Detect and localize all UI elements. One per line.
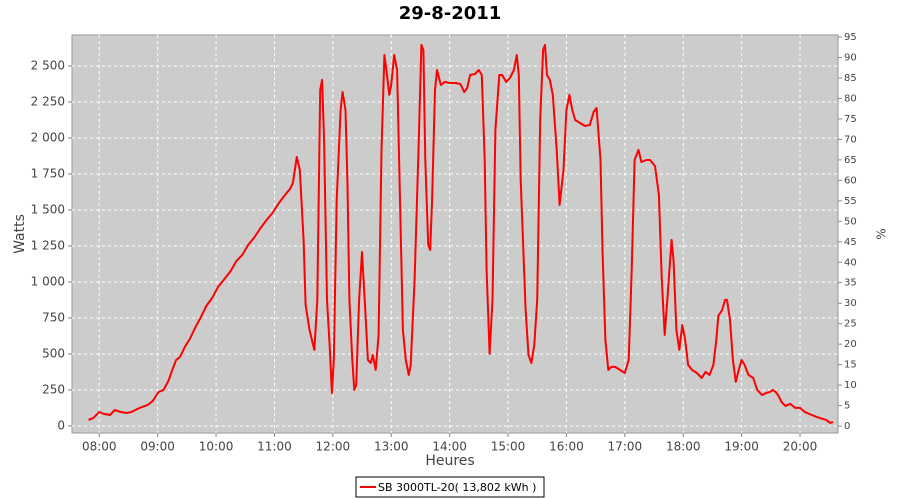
chart-title: 29-8-2011 bbox=[399, 3, 502, 24]
data-line bbox=[88, 43, 834, 424]
y-tick-label: 0 bbox=[57, 418, 65, 432]
y-tick-label: 1 500 bbox=[31, 202, 65, 216]
y-tick-label: 1 000 bbox=[31, 274, 65, 288]
y2-tick-label: 25 bbox=[844, 319, 857, 330]
y2-tick-label: 70 bbox=[844, 134, 857, 145]
y2-tick-label: 55 bbox=[844, 196, 857, 207]
y2-tick-label: 10 bbox=[844, 380, 857, 391]
y2-tick-label: 30 bbox=[844, 298, 857, 309]
y2-tick-label: 75 bbox=[844, 114, 857, 125]
x-tick-label: 11:00 bbox=[257, 440, 292, 454]
y2-tick-label: 35 bbox=[844, 278, 857, 289]
y-tick-label: 2 000 bbox=[31, 130, 65, 144]
x-tick-label: 16:00 bbox=[549, 440, 584, 454]
y-tick-label: 750 bbox=[42, 310, 65, 324]
x-tick-label: 14:00 bbox=[432, 440, 467, 454]
y2-tick-label: 90 bbox=[844, 53, 857, 64]
x-tick-label: 10:00 bbox=[199, 440, 234, 454]
x-tick-label: 15:00 bbox=[491, 440, 526, 454]
x-tick-label: 19:00 bbox=[724, 440, 759, 454]
y-axis-label: Watts bbox=[12, 214, 28, 254]
x-tick-label: 17:00 bbox=[608, 440, 643, 454]
x-axis-label: Heures bbox=[425, 453, 474, 469]
y2-axis-label: % bbox=[875, 228, 889, 239]
y2-tick-label: 5 bbox=[844, 401, 850, 412]
y-tick-label: 250 bbox=[42, 382, 65, 396]
y2-tick-label: 50 bbox=[844, 216, 857, 227]
y2-tick-label: 95 bbox=[844, 32, 857, 43]
x-tick-label: 12:00 bbox=[316, 440, 351, 454]
x-tick-label: 18:00 bbox=[666, 440, 701, 454]
x-tick-label: 08:00 bbox=[82, 440, 117, 454]
y2-tick-label: 65 bbox=[844, 155, 857, 166]
x-tick-label: 09:00 bbox=[140, 440, 175, 454]
x-tick-label: 13:00 bbox=[374, 440, 409, 454]
y-tick-label: 1 250 bbox=[31, 238, 65, 252]
y2-tick-label: 85 bbox=[844, 73, 857, 84]
legend-box bbox=[355, 476, 545, 498]
y2-tick-label: 20 bbox=[844, 339, 857, 350]
y-tick-label: 500 bbox=[42, 346, 65, 360]
y-tick-label: 1 750 bbox=[31, 166, 65, 180]
y-tick-label: 2 500 bbox=[31, 58, 65, 72]
x-tick-label: 20:00 bbox=[783, 440, 818, 454]
legend-label: SB 3000TL-20( 13,802 kWh ) bbox=[378, 481, 536, 494]
y2-tick-label: 15 bbox=[844, 360, 857, 371]
y2-tick-label: 80 bbox=[844, 93, 857, 104]
y-tick-label: 2 250 bbox=[31, 94, 65, 108]
y2-tick-label: 45 bbox=[844, 237, 857, 248]
y2-tick-label: 0 bbox=[844, 421, 850, 432]
plot-area bbox=[71, 34, 839, 434]
y2-tick-label: 60 bbox=[844, 175, 857, 186]
y2-tick-label: 40 bbox=[844, 257, 857, 268]
